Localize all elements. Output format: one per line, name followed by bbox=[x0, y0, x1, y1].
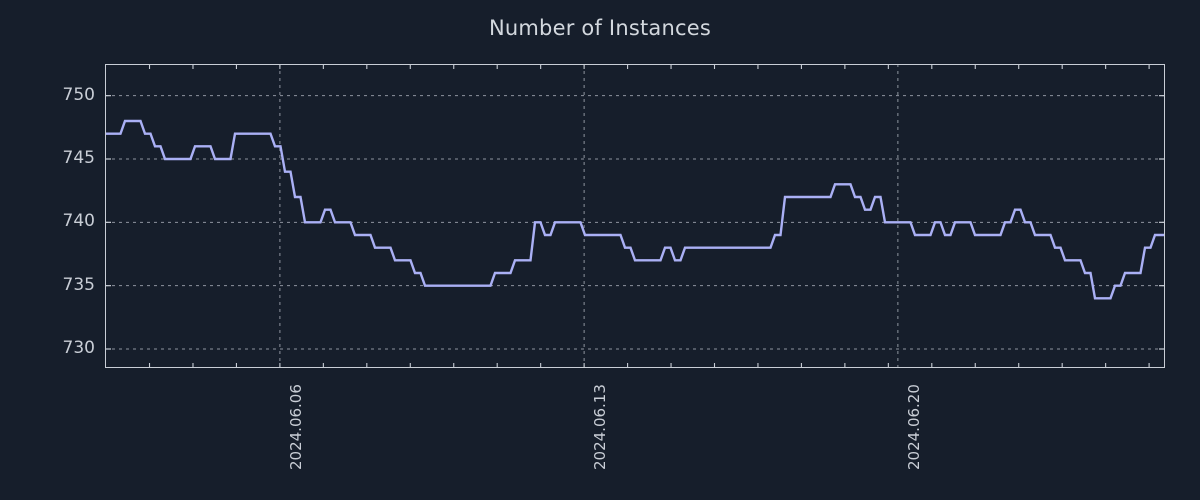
plot-border bbox=[105, 64, 1165, 368]
plot-area bbox=[105, 64, 1165, 368]
line-chart-svg bbox=[105, 64, 1165, 368]
y-axis-tick-label: 735 bbox=[62, 274, 95, 295]
x-axis-tick-label: 2024.06.20 bbox=[904, 384, 923, 470]
y-axis-tick-label: 740 bbox=[62, 211, 95, 232]
plot-background bbox=[105, 64, 1165, 368]
y-axis-tick-label: 745 bbox=[62, 148, 95, 168]
y-axis-tick-label: 730 bbox=[62, 338, 95, 358]
x-gridlines bbox=[279, 64, 899, 368]
x-axis-tick-label: 2024.06.13 bbox=[591, 384, 610, 470]
data-series-line bbox=[105, 119, 1165, 300]
page-title: Number of Instances bbox=[488, 16, 711, 40]
y-axis-tick-label: 750 bbox=[62, 84, 95, 105]
x-axis-tick-label: 2024.06.06 bbox=[286, 384, 305, 470]
